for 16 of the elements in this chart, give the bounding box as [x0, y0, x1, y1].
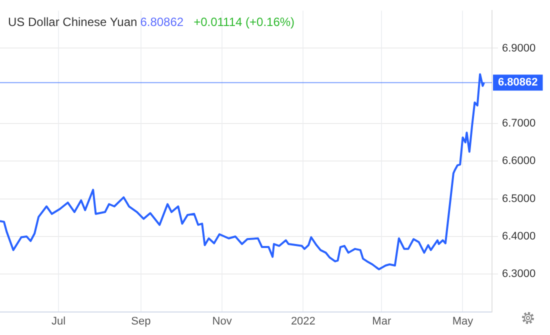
y-tick-label: 6.3000	[502, 268, 536, 280]
chart-title: US Dollar Chinese Yuan	[8, 15, 138, 29]
x-tick-label: Mar	[372, 315, 392, 328]
x-tick-label: Sep	[131, 315, 151, 328]
y-tick-label: 6.6000	[502, 155, 536, 168]
ref-line-label: 6.80862	[498, 76, 538, 89]
x-tick-label: Nov	[212, 315, 232, 328]
annotation: 6.80862	[140, 15, 184, 29]
x-tick-label: May	[452, 315, 474, 328]
y-tick-label: 6.9000	[502, 42, 536, 54]
x-tick-label: Jul	[51, 315, 66, 328]
y-tick-label: 6.7000	[502, 118, 536, 130]
y-tick-label: 6.5000	[502, 192, 536, 205]
x-tick-label: 2022	[290, 315, 316, 328]
annotation: +0.01114 (+0.16%)	[194, 15, 295, 29]
y-tick-label: 6.4000	[502, 230, 536, 243]
